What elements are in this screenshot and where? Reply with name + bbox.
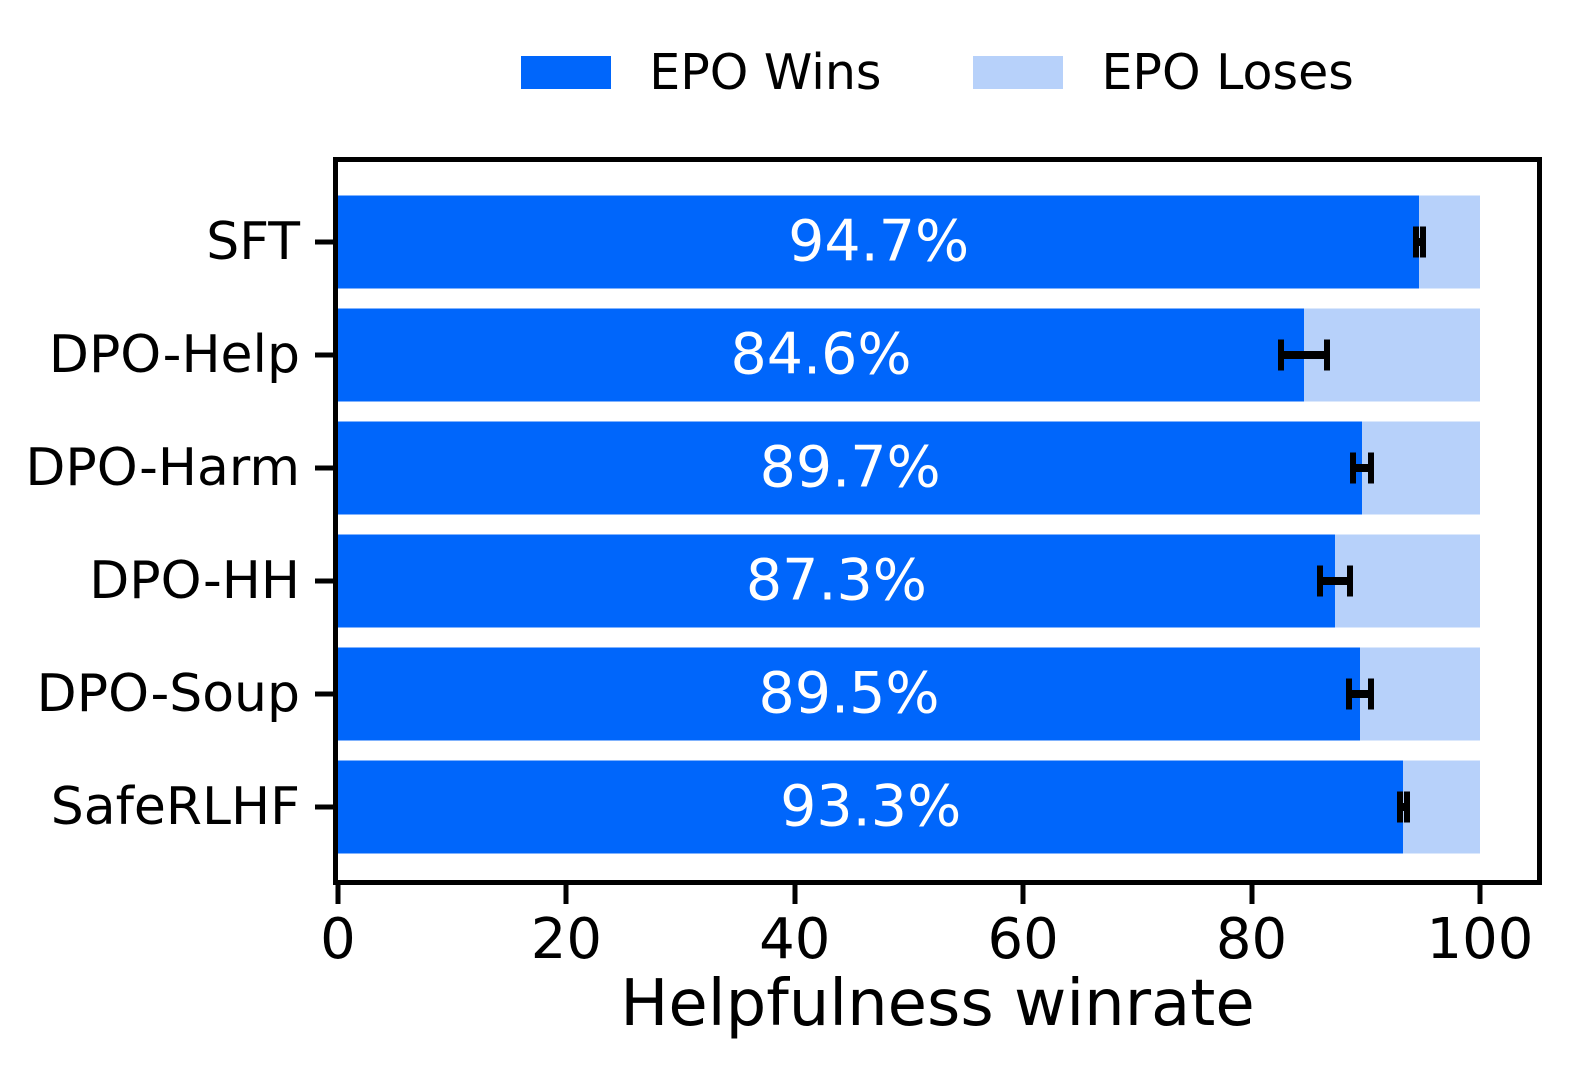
bar-segment-win — [338, 308, 1305, 402]
error-bar-cap — [1396, 791, 1403, 823]
error-bar-cap — [1346, 565, 1353, 597]
error-bar-line — [1353, 464, 1372, 473]
category-label: DPO-HH — [89, 550, 300, 611]
legend-label-wins: EPO Wins — [649, 43, 882, 101]
bar-value-label: 89.7% — [759, 434, 941, 501]
bar-segment-win — [338, 760, 1404, 854]
bar-segment-win — [338, 647, 1360, 741]
category-label: DPO-Help — [48, 325, 300, 386]
y-tick — [315, 804, 333, 810]
x-tick-label: 0 — [320, 907, 356, 972]
legend-swatch-wins — [521, 55, 612, 89]
error-bar-line — [1415, 238, 1423, 247]
x-tick — [1020, 885, 1026, 904]
bar-value-label: 93.3% — [780, 773, 962, 840]
error-bar-cap — [1368, 452, 1375, 484]
chart-row: DPO-Soup 89.5% — [37, 637, 1537, 750]
chart-row: SFT 94.7% — [206, 186, 1537, 299]
bar-segment-win — [338, 421, 1363, 515]
bar-segment-win — [338, 534, 1335, 628]
error-bar-line — [1399, 802, 1407, 811]
error-bar-cap — [1278, 339, 1285, 371]
error-bar-cap — [1345, 678, 1352, 710]
bar-value-label: 89.5% — [758, 660, 940, 727]
x-tick-label: 20 — [530, 907, 603, 972]
x-tick — [792, 885, 798, 904]
y-tick — [315, 578, 333, 584]
category-label: SFT — [206, 212, 300, 273]
y-tick — [315, 465, 333, 471]
error-bar-cap — [1419, 226, 1426, 258]
bars-area: SFT 94.7% DPO-Help 84.6% DPO-Harm 89.7% DPO-HH… — [25, 162, 1537, 880]
legend: EPO Wins EPO Loses — [333, 38, 1542, 106]
error-bar-cap — [1317, 565, 1324, 597]
error-bar-line — [1348, 689, 1372, 698]
x-tick — [563, 885, 569, 904]
bar-segment-win — [338, 195, 1420, 289]
error-bar-cap — [1368, 678, 1375, 710]
category-label: DPO-Soup — [36, 663, 300, 724]
bar-value-label: 87.3% — [745, 547, 927, 614]
x-tick-label: 100 — [1426, 907, 1534, 972]
y-tick — [315, 691, 333, 697]
x-tick — [335, 885, 341, 904]
error-bar-cap — [1350, 452, 1357, 484]
y-tick — [315, 352, 333, 358]
bar-segment-lose — [1362, 421, 1480, 515]
error-bar-cap — [1323, 339, 1330, 371]
x-tick-label: 80 — [1215, 907, 1288, 972]
x-axis: 0 20 40 60 80 100 — [320, 885, 1537, 1005]
bar-segment-lose — [1419, 195, 1480, 289]
x-tick-label: 60 — [987, 907, 1059, 972]
plot-area: SFT 94.7% DPO-Help 84.6% DPO-Harm 89.7% DPO-HH… — [25, 157, 1542, 885]
error-bar-line — [1281, 351, 1327, 360]
bar-segment-lose — [1304, 308, 1480, 402]
x-tick-label: 40 — [759, 907, 831, 972]
category-label: DPO-Harm — [25, 438, 300, 499]
legend-label-loses: EPO Loses — [1101, 43, 1354, 101]
bar-segment-lose — [1403, 760, 1480, 854]
legend-entry-wins: EPO Wins — [521, 48, 881, 97]
chart-row: DPO-HH 87.3% — [89, 524, 1537, 637]
legend-entry-loses: EPO Loses — [973, 43, 1354, 101]
x-tick — [1249, 885, 1255, 904]
x-tick — [1477, 885, 1483, 904]
legend-swatch-loses — [973, 55, 1064, 89]
chart-row: DPO-Help 84.6% — [49, 299, 1537, 412]
error-bar-line — [1320, 576, 1350, 585]
error-bar-cap — [1403, 791, 1410, 823]
chart-row: DPO-Harm 89.7% — [25, 412, 1537, 525]
y-tick — [315, 239, 333, 245]
x-axis-title: Helpfulness winrate — [620, 967, 1255, 1041]
chart-row: SafeRLHF 93.3% — [51, 750, 1537, 863]
bar-segment-lose — [1334, 534, 1480, 628]
category-label: SafeRLHF — [50, 776, 300, 837]
bar-segment-lose — [1360, 647, 1480, 741]
bar-value-label: 94.7% — [788, 208, 970, 275]
error-bar-cap — [1412, 226, 1419, 258]
bar-value-label: 84.6% — [730, 321, 912, 388]
